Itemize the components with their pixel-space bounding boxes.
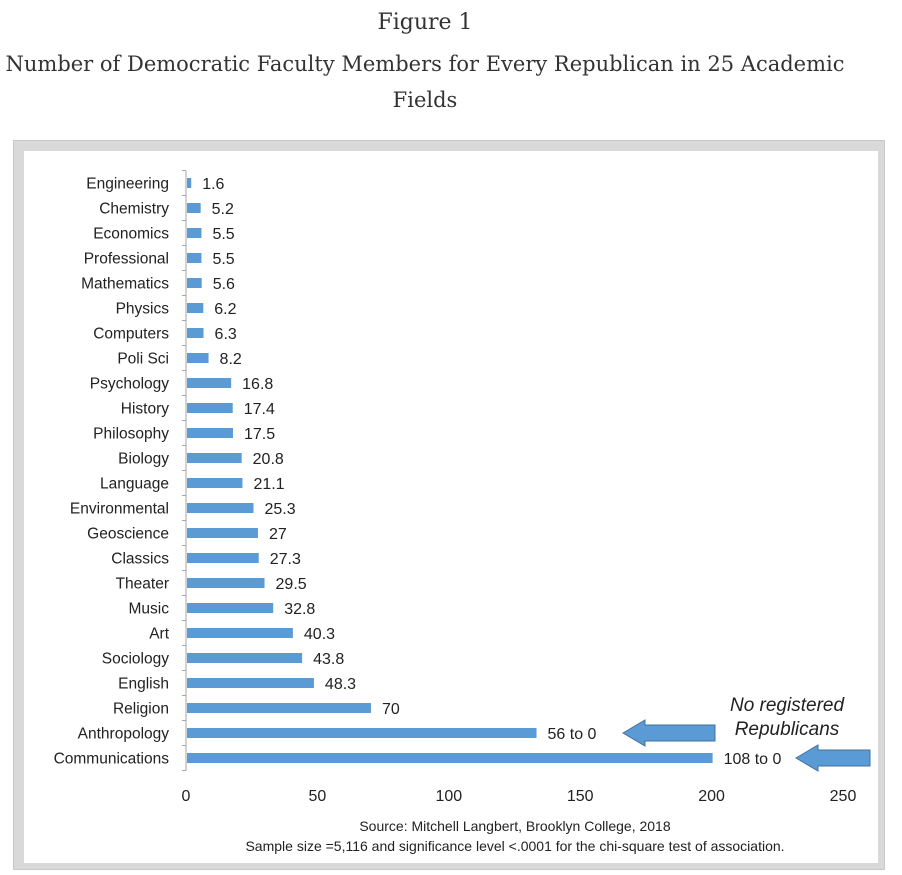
data-label: 5.5 <box>212 251 234 268</box>
category-label: English <box>118 676 169 693</box>
bar <box>187 578 265 588</box>
bar <box>187 453 242 463</box>
data-label: 56 to 0 <box>548 726 597 743</box>
bar <box>187 353 209 363</box>
sample-note-text: Sample size =5,116 and significance leve… <box>245 838 784 854</box>
bar <box>187 378 232 388</box>
category-label: Psychology <box>90 376 170 393</box>
category-label: Philosophy <box>93 426 169 443</box>
bar <box>187 753 713 763</box>
data-label: 40.3 <box>304 626 335 643</box>
category-label: Poli Sci <box>117 351 169 368</box>
data-label: 27 <box>269 526 287 543</box>
x-tick-label: 150 <box>567 788 594 805</box>
data-label: 20.8 <box>253 451 284 468</box>
bar <box>187 403 233 413</box>
bar <box>187 603 274 613</box>
plot-area <box>24 151 878 863</box>
bar <box>187 428 233 438</box>
bar <box>187 528 258 538</box>
data-label: 8.2 <box>220 351 242 368</box>
data-label: 16.8 <box>242 376 273 393</box>
annotation-text: Republicans <box>735 719 840 740</box>
category-label: Mathematics <box>81 276 169 293</box>
category-label: Classics <box>111 551 169 568</box>
category-label: History <box>121 401 169 418</box>
data-label: 27.3 <box>270 551 301 568</box>
data-label: 21.1 <box>253 476 284 493</box>
category-label: Professional <box>84 251 169 268</box>
category-label: Computers <box>93 326 169 343</box>
bar <box>187 653 303 663</box>
category-label: Economics <box>93 226 169 243</box>
category-label: Engineering <box>86 176 169 193</box>
data-label: 48.3 <box>325 676 356 693</box>
category-label: Environmental <box>70 501 169 518</box>
data-label: 17.4 <box>244 401 275 418</box>
bar <box>187 678 314 688</box>
category-label: Anthropology <box>78 726 170 743</box>
x-tick-label: 50 <box>309 788 327 805</box>
annotation-text: No registered <box>730 695 845 716</box>
x-tick-label: 250 <box>830 788 857 805</box>
category-label: Art <box>149 626 170 643</box>
source-text: Source: Mitchell Langbert, Brooklyn Coll… <box>359 818 671 834</box>
annotation-arrow <box>795 744 871 772</box>
category-label: Music <box>129 601 170 618</box>
data-label: 17.5 <box>244 426 275 443</box>
bar <box>187 328 204 338</box>
data-label: 70 <box>382 701 400 718</box>
bar <box>187 553 259 563</box>
data-label: 5.6 <box>213 276 235 293</box>
bar <box>187 628 293 638</box>
data-label: 6.3 <box>215 326 237 343</box>
data-label: 25.3 <box>264 501 295 518</box>
bar <box>187 253 202 263</box>
category-label: Biology <box>118 451 169 468</box>
category-label: Physics <box>116 301 170 318</box>
category-label: Geoscience <box>87 526 169 543</box>
x-tick-label: 0 <box>182 788 191 805</box>
data-label: 6.2 <box>214 301 236 318</box>
data-label: 108 to 0 <box>724 751 782 768</box>
bar <box>187 203 201 213</box>
category-label: Theater <box>116 576 169 593</box>
chart-title: Number of Democratic Faculty Members for… <box>5 52 845 112</box>
category-label: Language <box>100 476 169 493</box>
bar <box>187 503 254 513</box>
data-label: 43.8 <box>313 651 344 668</box>
category-label: Chemistry <box>99 201 169 218</box>
bar <box>187 278 202 288</box>
figure-label: Figure 1 <box>377 10 473 35</box>
bar <box>187 303 204 313</box>
data-label: 29.5 <box>276 576 307 593</box>
x-tick-label: 100 <box>435 788 462 805</box>
bar <box>187 178 192 188</box>
category-label: Religion <box>113 701 169 718</box>
annotation-arrow <box>622 719 716 747</box>
category-label: Sociology <box>102 651 169 668</box>
x-tick-label: 200 <box>698 788 725 805</box>
bar <box>187 478 243 488</box>
bar <box>187 228 202 238</box>
category-label: Communications <box>54 751 170 768</box>
data-label: 1.6 <box>202 176 224 193</box>
data-label: 5.2 <box>212 201 234 218</box>
bar <box>187 728 537 738</box>
bar <box>187 703 371 713</box>
data-label: 32.8 <box>284 601 315 618</box>
data-label: 5.5 <box>212 226 234 243</box>
